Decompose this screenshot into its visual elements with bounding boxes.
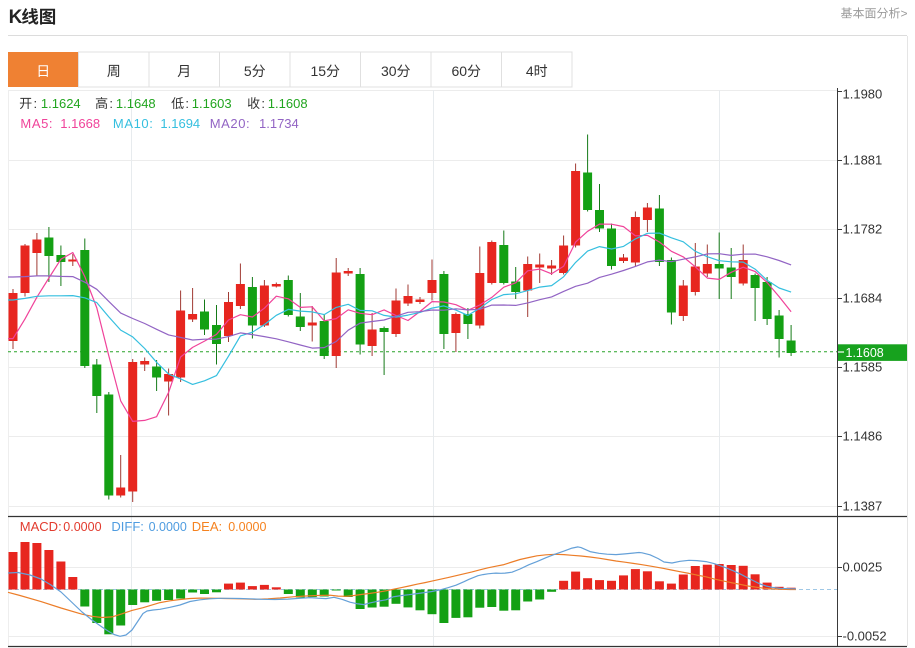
svg-text:1.1734: 1.1734	[259, 116, 299, 131]
svg-text:1.1648: 1.1648	[116, 96, 156, 111]
svg-text::: :	[34, 96, 38, 111]
svg-text:MACD:: MACD:	[20, 519, 62, 534]
svg-text:5: 5	[244, 63, 252, 79]
svg-text:>: >	[901, 7, 908, 21]
svg-text:0.0000: 0.0000	[228, 520, 266, 534]
svg-text:1.1608: 1.1608	[846, 346, 884, 360]
svg-text:MA10:: MA10:	[113, 116, 154, 131]
svg-text:1.1980: 1.1980	[843, 87, 883, 102]
svg-text:30: 30	[381, 63, 397, 79]
svg-text:1.1585: 1.1585	[843, 360, 883, 375]
svg-text::: :	[185, 96, 189, 111]
svg-text:1.1486: 1.1486	[843, 429, 883, 444]
svg-text:60: 60	[452, 63, 468, 79]
svg-text:1.1694: 1.1694	[160, 116, 200, 131]
svg-text:1.1603: 1.1603	[192, 96, 232, 111]
svg-text:1.1624: 1.1624	[41, 96, 81, 111]
svg-text::: :	[109, 96, 113, 111]
svg-text::: :	[261, 96, 265, 111]
svg-text:1.1387: 1.1387	[843, 499, 883, 514]
svg-text:0.0000: 0.0000	[149, 520, 187, 534]
svg-text:1.1782: 1.1782	[843, 222, 883, 237]
svg-text:-0.0052: -0.0052	[843, 629, 887, 644]
svg-text:1.1668: 1.1668	[60, 116, 100, 131]
svg-text:MA5:: MA5:	[20, 116, 53, 131]
svg-text:1.1608: 1.1608	[268, 96, 308, 111]
svg-text:1.1881: 1.1881	[843, 153, 883, 168]
svg-text:1.1684: 1.1684	[843, 291, 883, 306]
svg-text:15: 15	[311, 63, 327, 79]
svg-text:DIFF:: DIFF:	[111, 519, 143, 534]
svg-text:MA20:: MA20:	[210, 116, 251, 131]
svg-text:0.0025: 0.0025	[843, 560, 883, 575]
svg-text:DEA:: DEA:	[192, 519, 222, 534]
svg-text:K: K	[9, 7, 23, 28]
svg-text:4: 4	[526, 63, 534, 79]
svg-text:0.0000: 0.0000	[63, 520, 101, 534]
